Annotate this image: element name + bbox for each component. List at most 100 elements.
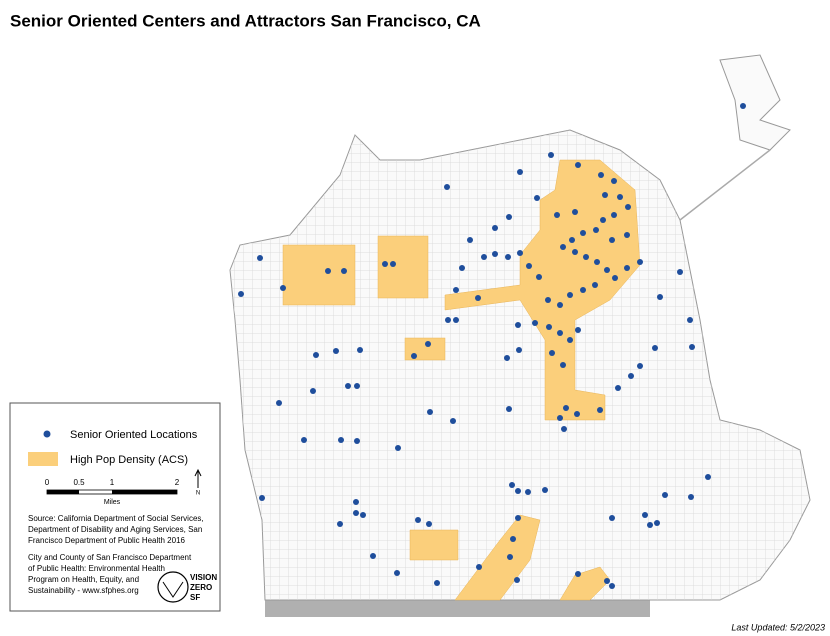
location-dot bbox=[600, 217, 606, 223]
location-dot bbox=[506, 214, 512, 220]
location-dot bbox=[580, 230, 586, 236]
location-dot bbox=[604, 578, 610, 584]
location-dot bbox=[554, 212, 560, 218]
north-arrow bbox=[194, 468, 202, 488]
location-dot bbox=[548, 152, 554, 158]
legend-box bbox=[9, 402, 221, 612]
location-dot bbox=[525, 489, 531, 495]
location-dot bbox=[475, 295, 481, 301]
location-dot bbox=[504, 355, 510, 361]
location-dot bbox=[354, 438, 360, 444]
location-dot bbox=[628, 373, 634, 379]
location-dot bbox=[583, 254, 589, 260]
location-dot bbox=[434, 580, 440, 586]
location-dot bbox=[567, 292, 573, 298]
location-dot bbox=[594, 259, 600, 265]
location-dot bbox=[624, 265, 630, 271]
location-dot bbox=[333, 348, 339, 354]
location-dot bbox=[572, 249, 578, 255]
location-dot bbox=[609, 583, 615, 589]
location-dot bbox=[450, 418, 456, 424]
location-dot bbox=[652, 345, 658, 351]
location-dot bbox=[280, 285, 286, 291]
location-dot bbox=[515, 488, 521, 494]
location-dot bbox=[510, 536, 516, 542]
location-dot bbox=[492, 251, 498, 257]
location-dot bbox=[310, 388, 316, 394]
legend-label: High Pop Density (ACS) bbox=[70, 454, 188, 466]
location-dot bbox=[338, 437, 344, 443]
location-dot bbox=[325, 268, 331, 274]
location-dot bbox=[563, 405, 569, 411]
location-dot bbox=[604, 267, 610, 273]
location-dot bbox=[569, 237, 575, 243]
location-dot bbox=[545, 297, 551, 303]
location-dot bbox=[238, 291, 244, 297]
location-dot bbox=[624, 232, 630, 238]
logo-mark bbox=[162, 581, 184, 598]
location-dot bbox=[689, 344, 695, 350]
location-dot bbox=[657, 294, 663, 300]
location-dot bbox=[353, 510, 359, 516]
location-dot bbox=[593, 227, 599, 233]
location-dot bbox=[301, 437, 307, 443]
location-dot bbox=[390, 261, 396, 267]
location-dot bbox=[575, 571, 581, 577]
location-dot bbox=[445, 317, 451, 323]
location-dot bbox=[357, 347, 363, 353]
scale-unit: Miles bbox=[104, 499, 121, 506]
location-dot bbox=[345, 383, 351, 389]
scale-label: 2 bbox=[175, 478, 180, 487]
senior-locations bbox=[238, 103, 746, 589]
location-dot bbox=[575, 327, 581, 333]
location-dot bbox=[515, 322, 521, 328]
location-dot bbox=[560, 244, 566, 250]
location-dot bbox=[592, 282, 598, 288]
location-dot bbox=[453, 287, 459, 293]
location-dot bbox=[505, 254, 511, 260]
location-dot bbox=[542, 487, 548, 493]
scale-bar bbox=[47, 490, 79, 494]
source-line: Source: California Department of Social … bbox=[28, 514, 204, 523]
location-dot bbox=[557, 415, 563, 421]
county-edge bbox=[265, 597, 650, 617]
location-dot bbox=[394, 570, 400, 576]
location-dot bbox=[532, 320, 538, 326]
location-dot bbox=[642, 512, 648, 518]
location-dot bbox=[654, 520, 660, 526]
location-dot bbox=[602, 192, 608, 198]
location-dot bbox=[534, 195, 540, 201]
logo-text: SF bbox=[190, 593, 200, 602]
location-dot bbox=[609, 237, 615, 243]
logo-circle bbox=[157, 571, 189, 603]
location-dot bbox=[740, 103, 746, 109]
credit-line: City and County of San Francisco Departm… bbox=[28, 553, 192, 562]
location-dot bbox=[572, 209, 578, 215]
logo-text: ZERO bbox=[190, 583, 212, 592]
bay-bridge bbox=[679, 149, 771, 221]
density-areas bbox=[282, 159, 641, 601]
source-line: Francisco Department of Public Health 20… bbox=[28, 536, 186, 545]
credit-line: Sustainability - www.sfphes.org bbox=[28, 586, 139, 595]
location-dot bbox=[609, 515, 615, 521]
location-dot bbox=[492, 225, 498, 231]
location-dot bbox=[353, 499, 359, 505]
location-dot bbox=[560, 362, 566, 368]
location-dot bbox=[427, 409, 433, 415]
location-dot bbox=[259, 495, 265, 501]
location-dot bbox=[257, 255, 263, 261]
location-dot bbox=[517, 169, 523, 175]
location-dot bbox=[370, 553, 376, 559]
location-dot bbox=[611, 212, 617, 218]
location-dot bbox=[453, 317, 459, 323]
location-dot bbox=[617, 194, 623, 200]
location-dot bbox=[557, 302, 563, 308]
location-dot bbox=[517, 250, 523, 256]
location-dot bbox=[615, 385, 621, 391]
location-dot bbox=[515, 515, 521, 521]
location-dot bbox=[467, 237, 473, 243]
location-dot bbox=[411, 353, 417, 359]
source-line: Department of Disability and Aging Servi… bbox=[28, 525, 202, 534]
location-dot bbox=[557, 330, 563, 336]
